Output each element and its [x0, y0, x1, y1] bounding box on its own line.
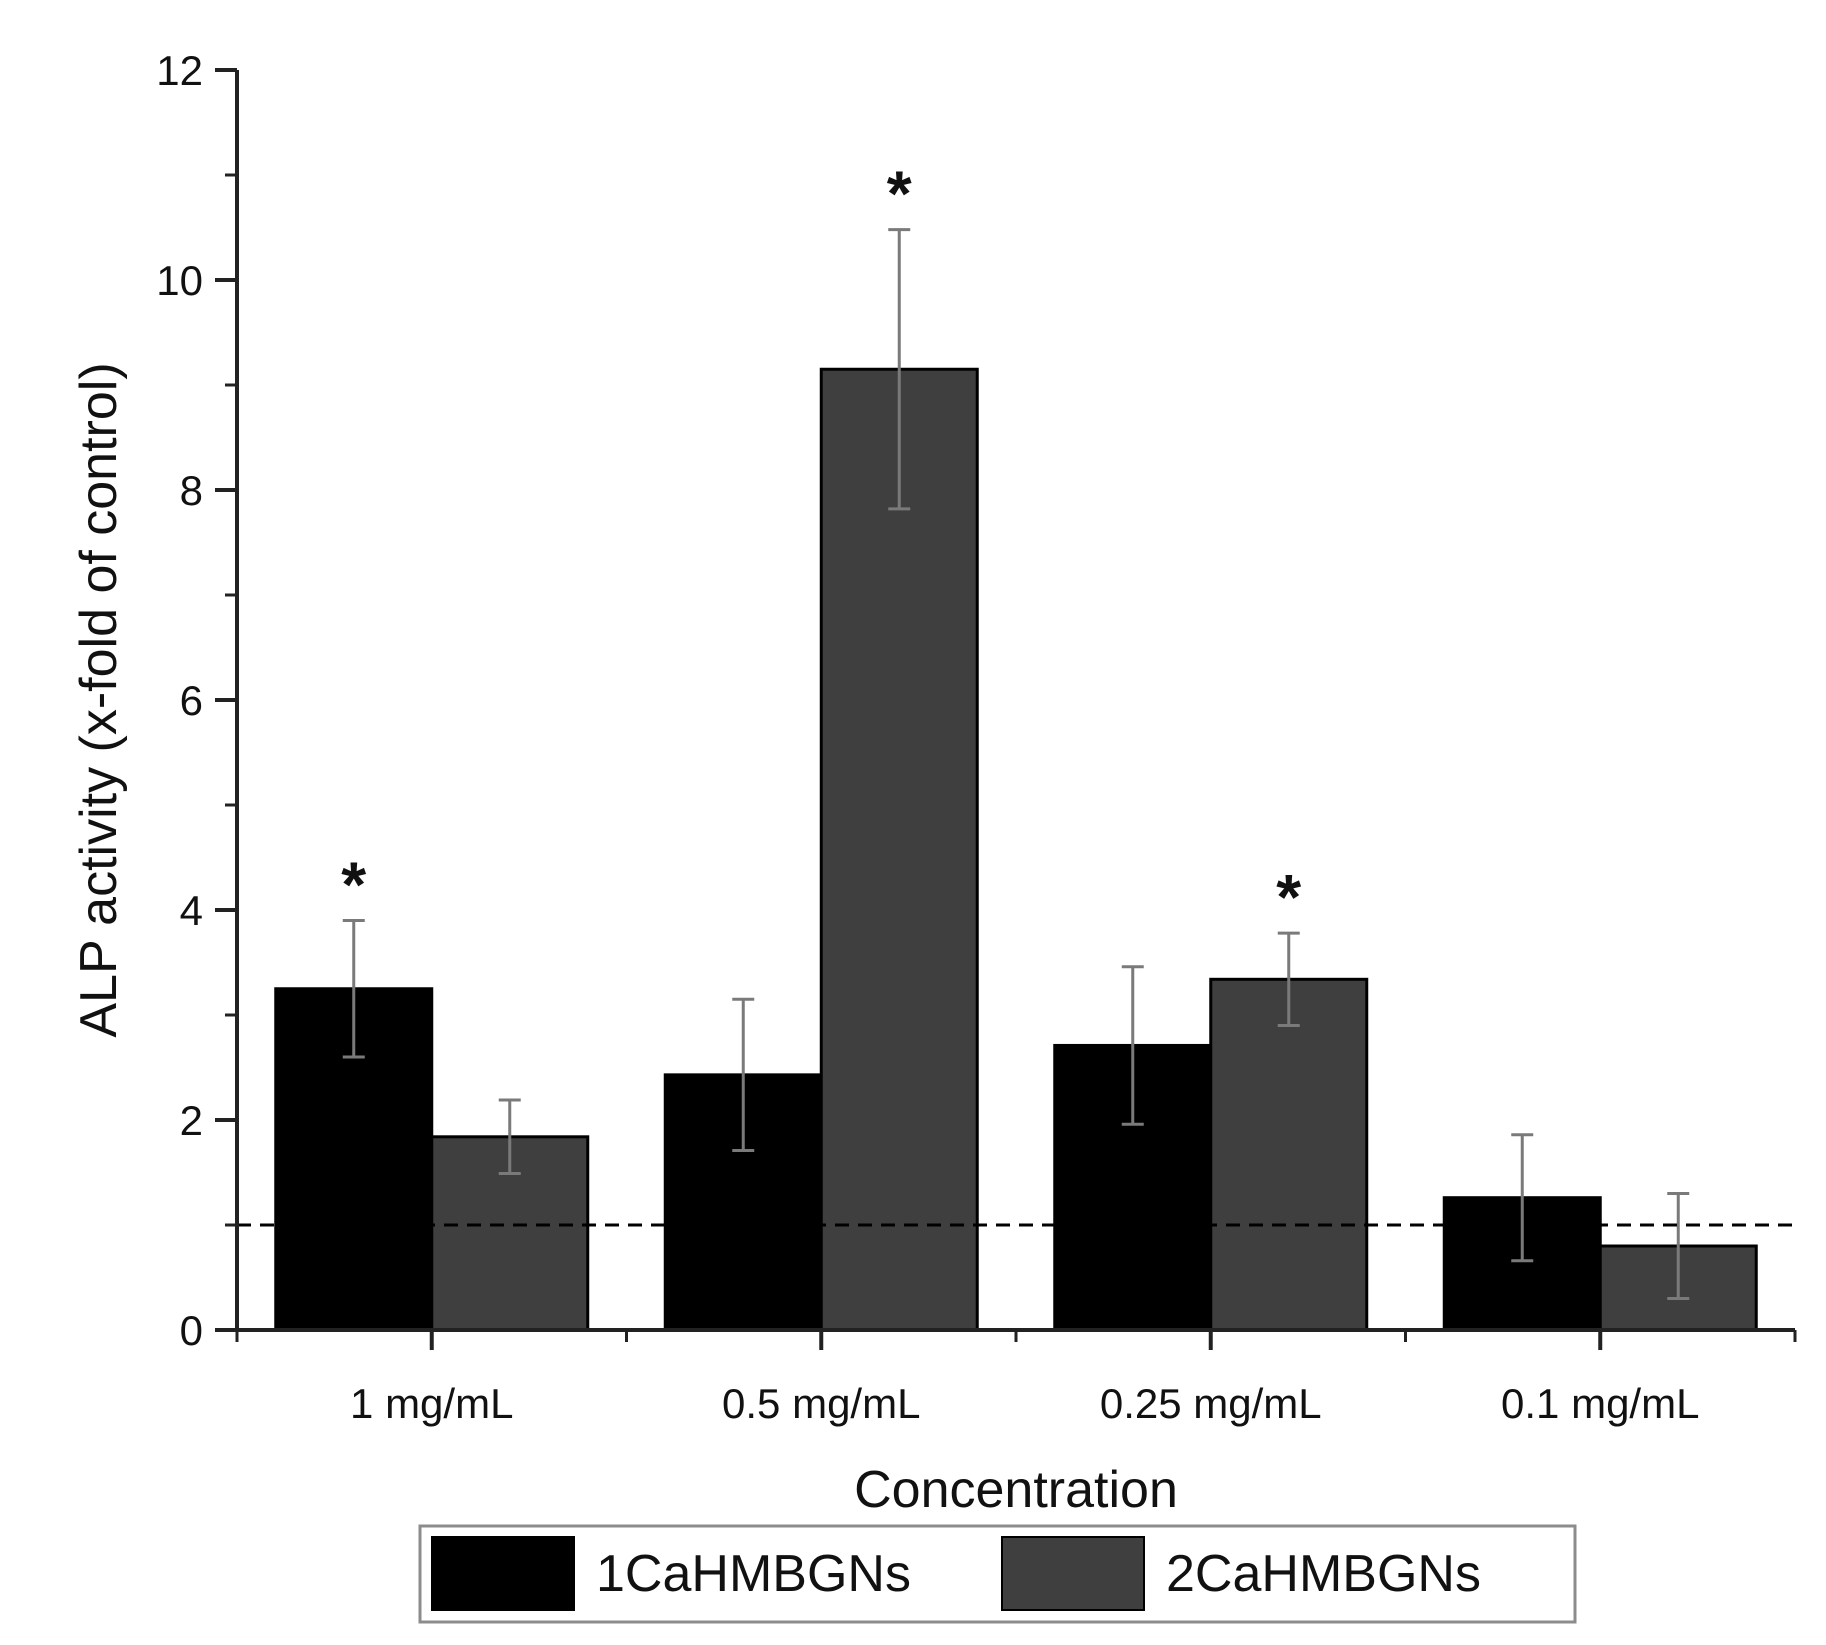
x-tick-label: 0.25 mg/mL	[1100, 1380, 1322, 1427]
y-tick-label-8: 8	[180, 467, 203, 514]
significance-marker: *	[1276, 861, 1301, 933]
x-axis-title: Concentration	[854, 1461, 1178, 1519]
significance-marker: *	[341, 849, 366, 921]
bar-2cahmbgns-2	[1209, 977, 1369, 1332]
legend-label-2cahmbgns: 2CaHMBGNs	[1166, 1545, 1481, 1603]
legend-label-1cahmbgns: 1CaHMBGNs	[596, 1545, 911, 1603]
x-tick-label: 0.1 mg/mL	[1501, 1380, 1699, 1427]
bar-2cahmbgns-1	[819, 367, 979, 1332]
legend: 1CaHMBGNs 2CaHMBGNs	[418, 1524, 1577, 1624]
y-tick-label-0: 0	[180, 1307, 203, 1354]
legend-swatch-2cahmbgns	[1001, 1536, 1145, 1611]
x-tick-label: 1 mg/mL	[350, 1380, 513, 1427]
legend-box	[418, 1524, 1577, 1624]
plot-area: * * *	[237, 158, 1795, 1332]
y-tick-label-12: 12	[156, 47, 203, 94]
axes: Concentration ALP activity (x-fold of co…	[70, 47, 1797, 1519]
y-tick-label-2: 2	[180, 1097, 203, 1144]
y-tick-label-6: 6	[180, 677, 203, 724]
y-tick-label-4: 4	[180, 887, 203, 934]
significance-marker: *	[887, 158, 912, 230]
x-tick-label: 0.5 mg/mL	[722, 1380, 920, 1427]
legend-swatch-1cahmbgns	[431, 1536, 575, 1611]
y-axis-title: ALP activity (x-fold of control)	[70, 362, 128, 1037]
y-tick-label-10: 10	[156, 257, 203, 304]
